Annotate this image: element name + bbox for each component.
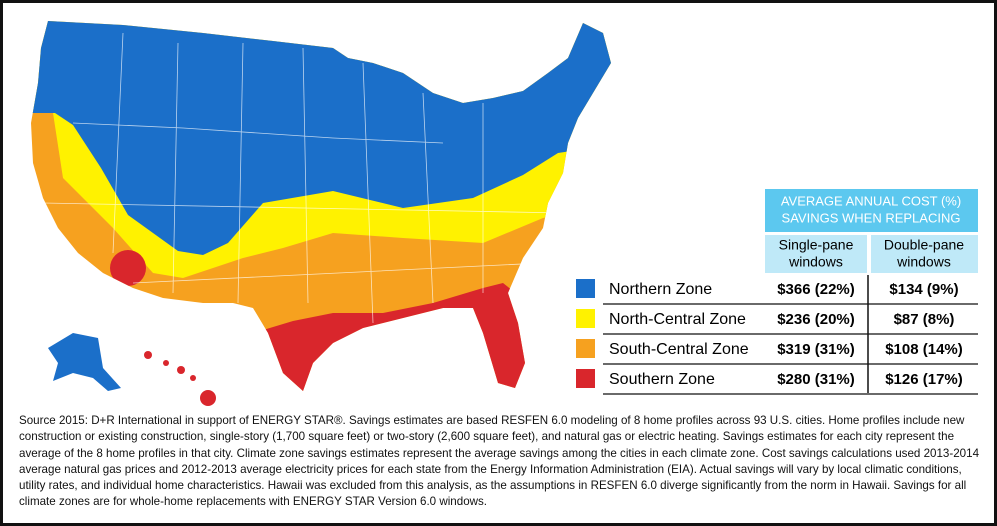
double-pane-savings: $134 (9%) bbox=[889, 281, 958, 298]
legend-swatch bbox=[576, 279, 595, 298]
legend-swatch bbox=[576, 369, 595, 388]
alaska bbox=[48, 333, 121, 391]
double-pane-savings: $126 (17%) bbox=[885, 371, 963, 388]
zone-name: Southern Zone bbox=[609, 371, 715, 388]
column-header: windows bbox=[896, 254, 951, 270]
column-header: Single-pane bbox=[779, 237, 854, 253]
column-header: Double-pane bbox=[884, 237, 964, 253]
single-pane-savings: $280 (31%) bbox=[777, 371, 855, 388]
legend-swatch bbox=[576, 339, 595, 358]
column-header: windows bbox=[788, 254, 843, 270]
zone-name: South-Central Zone bbox=[609, 341, 749, 358]
table-title: AVERAGE ANNUAL COST (%) bbox=[781, 193, 961, 208]
source-note: Source 2015: D+R International in suppor… bbox=[19, 414, 980, 509]
column-header-box bbox=[871, 235, 978, 273]
single-pane-savings: $319 (31%) bbox=[777, 341, 855, 358]
single-pane-savings: $236 (20%) bbox=[777, 311, 855, 328]
single-pane-savings: $366 (22%) bbox=[777, 281, 855, 298]
legend-swatch bbox=[576, 309, 595, 328]
map-and-table: AVERAGE ANNUAL COST (%) SAVINGS WHEN REP… bbox=[31, 21, 978, 406]
zone-name: Northern Zone bbox=[609, 281, 712, 298]
double-pane-savings: $87 (8%) bbox=[894, 311, 955, 328]
table-title-box bbox=[765, 189, 978, 232]
double-pane-savings: $108 (14%) bbox=[885, 341, 963, 358]
hawaii bbox=[144, 351, 216, 406]
table-title: SAVINGS WHEN REPLACING bbox=[782, 210, 961, 225]
zone-name: North-Central Zone bbox=[609, 311, 746, 328]
column-header-box bbox=[765, 235, 867, 273]
